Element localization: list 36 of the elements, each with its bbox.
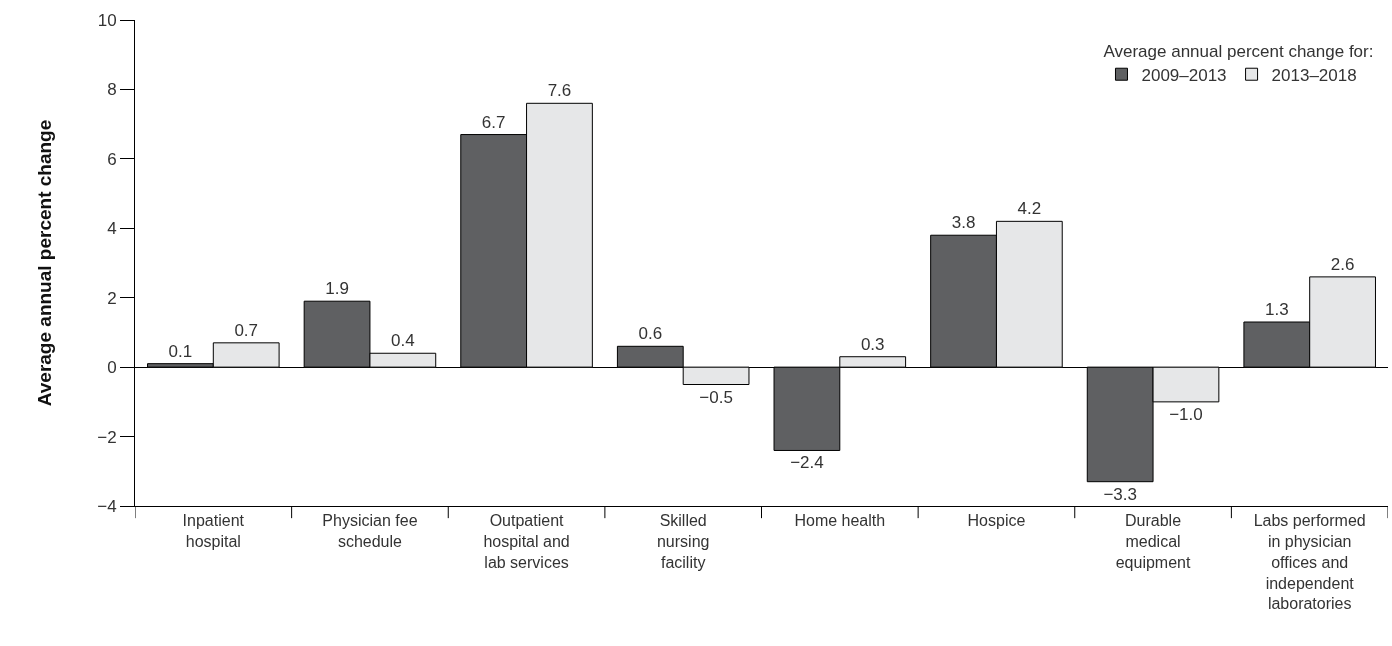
x-tick-label: Outpatient hospital and lab services <box>483 512 570 571</box>
y-tick-label: 2 <box>107 288 117 308</box>
data-label: 0.6 <box>638 324 663 344</box>
legend-label: 2013–2018 <box>1271 65 1357 85</box>
data-label: 1.3 <box>1264 300 1289 320</box>
y-tick-label: 6 <box>107 149 117 169</box>
data-label: 7.6 <box>547 81 572 101</box>
x-tick-label: Durable medical equipment <box>1115 512 1191 571</box>
y-tick-label: 10 <box>97 10 117 30</box>
x-tick-label: Skilled nursing facility <box>656 512 710 571</box>
x-tick-label: Home health <box>794 512 886 530</box>
y-tick-label: −4 <box>97 496 117 516</box>
y-tick-label: 0 <box>107 358 117 378</box>
y-tick-label: −2 <box>97 427 117 447</box>
data-label: −1.0 <box>1169 404 1203 424</box>
y-tick-label: 4 <box>107 219 117 239</box>
y-axis-title: Average annual percent change <box>34 119 56 407</box>
x-tick-label: Hospice <box>967 512 1026 530</box>
data-label: 3.8 <box>951 213 976 233</box>
legend-label: 2009–2013 <box>1141 65 1227 85</box>
x-tick-label: Inpatient hospital <box>182 512 245 550</box>
data-label: 0.3 <box>860 334 885 354</box>
data-label: 6.7 <box>481 112 506 132</box>
y-tick-label: 8 <box>107 80 117 100</box>
data-label: 2.6 <box>1330 254 1355 274</box>
data-label: −0.5 <box>699 387 733 407</box>
data-label: 1.9 <box>325 279 349 299</box>
data-label: 4.2 <box>1017 199 1042 219</box>
x-tick-label: Labs performed in physician offices and independent laboratories <box>1253 512 1366 613</box>
data-label: 0.1 <box>168 341 193 361</box>
data-label: −3.3 <box>1103 484 1137 504</box>
legend-title: Average annual percent change for: <box>1103 41 1374 61</box>
data-label: 0.4 <box>391 331 415 351</box>
data-label: −2.4 <box>790 453 824 473</box>
data-label: 0.7 <box>234 320 259 340</box>
x-tick-label: Physician fee schedule <box>322 512 418 550</box>
